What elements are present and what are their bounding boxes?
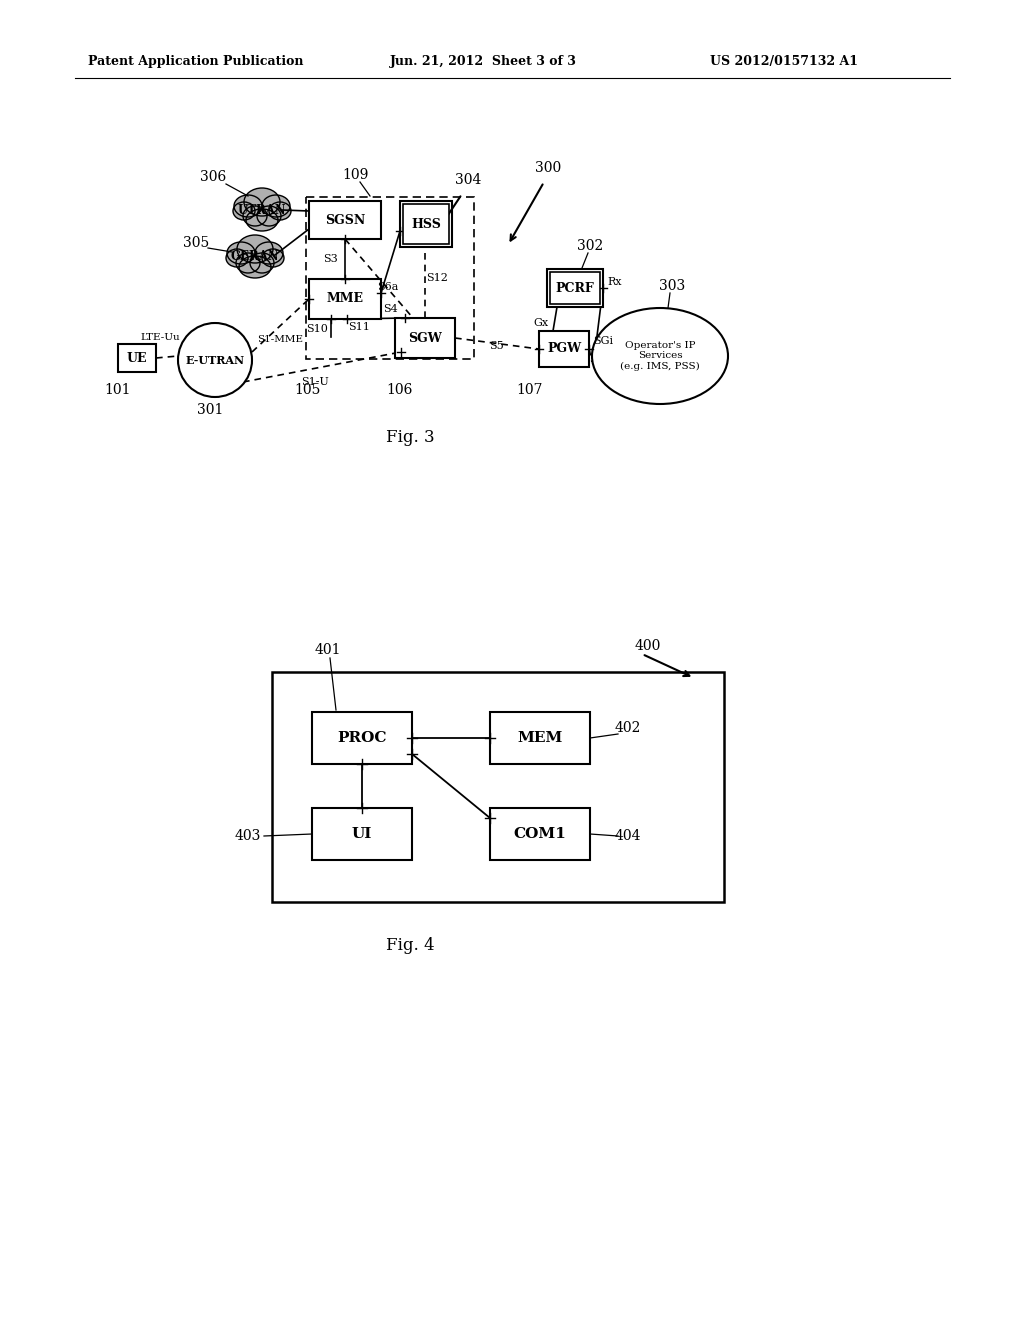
Text: UE: UE (127, 351, 147, 364)
Text: HSS: HSS (411, 218, 441, 231)
Text: SGSN: SGSN (325, 214, 366, 227)
Bar (539, 331, 589, 367)
Text: S10: S10 (306, 323, 328, 334)
Text: PGW: PGW (547, 342, 581, 355)
Text: 402: 402 (614, 721, 641, 735)
Text: Gx: Gx (534, 318, 549, 327)
Text: S3: S3 (324, 253, 338, 264)
Ellipse shape (227, 242, 255, 264)
Bar (550, 272, 600, 304)
Bar (309, 279, 381, 319)
Ellipse shape (262, 249, 284, 267)
Text: 403: 403 (234, 829, 261, 843)
Text: Operator's IP
Services
(e.g. IMS, PSS): Operator's IP Services (e.g. IMS, PSS) (621, 341, 699, 371)
Text: Jun. 21, 2012  Sheet 3 of 3: Jun. 21, 2012 Sheet 3 of 3 (390, 55, 577, 69)
Ellipse shape (243, 206, 267, 226)
Ellipse shape (239, 256, 271, 279)
Text: 101: 101 (104, 383, 131, 397)
Ellipse shape (269, 202, 291, 220)
Text: LTE-Uu: LTE-Uu (140, 333, 180, 342)
Text: 302: 302 (577, 239, 603, 253)
Text: COM1: COM1 (514, 828, 566, 841)
Text: 106: 106 (387, 383, 414, 397)
Bar (400, 201, 452, 247)
Text: S5: S5 (489, 341, 505, 351)
Bar (306, 197, 474, 359)
Ellipse shape (592, 308, 728, 404)
Bar (312, 808, 412, 861)
Text: Fig. 4: Fig. 4 (386, 937, 434, 954)
Bar (403, 205, 449, 244)
Bar (395, 318, 455, 358)
Text: 107: 107 (517, 383, 544, 397)
Text: 304: 304 (455, 173, 481, 187)
Text: S11: S11 (348, 322, 370, 333)
Ellipse shape (244, 187, 280, 216)
Text: MEM: MEM (517, 731, 562, 744)
Circle shape (178, 323, 252, 397)
Text: S12: S12 (426, 273, 447, 282)
Ellipse shape (226, 249, 248, 267)
Ellipse shape (236, 253, 260, 273)
Text: S6a: S6a (377, 282, 398, 292)
Ellipse shape (246, 209, 278, 231)
Ellipse shape (233, 202, 255, 220)
Text: Rx: Rx (608, 277, 623, 286)
Text: US 2012/0157132 A1: US 2012/0157132 A1 (710, 55, 858, 69)
Text: SGi: SGi (593, 337, 613, 346)
Text: UTRAN: UTRAN (238, 203, 287, 216)
Ellipse shape (250, 253, 274, 273)
Text: 306: 306 (200, 170, 226, 183)
Text: 303: 303 (658, 279, 685, 293)
Bar (272, 672, 724, 902)
Bar (490, 711, 590, 764)
Text: 404: 404 (614, 829, 641, 843)
Text: Patent Application Publication: Patent Application Publication (88, 55, 303, 69)
Bar (547, 269, 603, 308)
Text: Fig. 3: Fig. 3 (386, 429, 434, 446)
Text: SGW: SGW (409, 331, 442, 345)
Text: PCRF: PCRF (556, 281, 594, 294)
Text: MME: MME (327, 293, 364, 305)
Text: 109: 109 (342, 168, 369, 182)
Text: 400: 400 (635, 639, 662, 653)
Text: S1-U: S1-U (301, 378, 329, 387)
Text: 301: 301 (197, 403, 223, 417)
Text: S4: S4 (384, 304, 398, 314)
Ellipse shape (234, 195, 262, 216)
Text: 305: 305 (183, 236, 209, 249)
Ellipse shape (262, 195, 290, 216)
Bar (118, 345, 156, 372)
Text: UI: UI (352, 828, 372, 841)
Bar (309, 201, 381, 239)
Ellipse shape (257, 206, 281, 226)
Bar (490, 808, 590, 861)
Text: PROC: PROC (337, 731, 387, 744)
Text: 300: 300 (535, 161, 561, 176)
Text: E-UTRAN: E-UTRAN (185, 355, 245, 366)
Text: GERAN: GERAN (230, 251, 280, 264)
Text: 401: 401 (314, 643, 341, 657)
Ellipse shape (237, 235, 273, 263)
Text: S1-MME: S1-MME (257, 335, 303, 345)
Ellipse shape (255, 242, 283, 264)
Text: 105: 105 (295, 383, 322, 397)
Bar (312, 711, 412, 764)
